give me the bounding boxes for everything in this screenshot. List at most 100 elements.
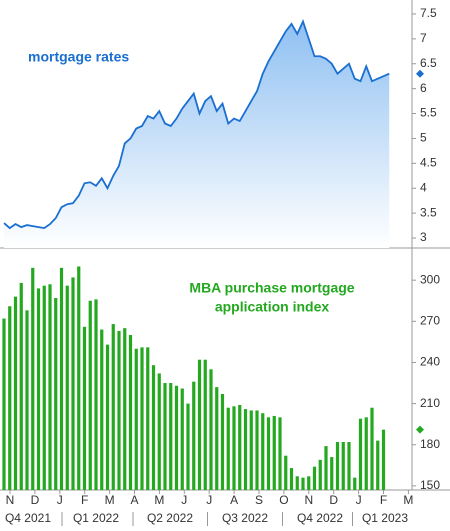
y-tick-label: 270 <box>420 313 440 327</box>
bar <box>364 417 368 490</box>
bar <box>19 282 23 490</box>
x-tick-label: A <box>230 493 238 507</box>
bar <box>77 266 81 490</box>
bar <box>169 383 173 490</box>
quarter-label: Q4 2022 <box>297 511 343 525</box>
bar <box>341 442 345 490</box>
y-tick-label: 6 <box>420 81 427 95</box>
bar <box>31 267 35 490</box>
bar <box>163 383 167 490</box>
bar <box>88 300 92 490</box>
bar <box>358 418 363 490</box>
x-tick-label: M <box>154 493 164 507</box>
bar <box>151 365 156 490</box>
bar <box>243 409 248 490</box>
x-tick-label: A <box>130 493 138 507</box>
bar <box>370 407 374 490</box>
y-tick-label: 5.5 <box>420 106 437 120</box>
x-tick-label: S <box>255 493 263 507</box>
bar <box>105 344 110 490</box>
bar <box>209 369 213 490</box>
bar <box>146 347 150 490</box>
y-tick-label: 7 <box>420 31 427 45</box>
bar <box>249 410 253 490</box>
bar <box>8 306 12 490</box>
annotation: MBA purchase mortgage <box>189 280 354 296</box>
bar <box>255 410 259 490</box>
bar <box>284 455 288 490</box>
bar <box>128 335 133 490</box>
bar <box>180 388 184 490</box>
y-tick-label: 3.5 <box>420 205 437 219</box>
bar <box>381 429 386 490</box>
bar <box>272 415 276 490</box>
y-tick-label: 3 <box>420 230 427 244</box>
y-tick-label: 5 <box>420 131 427 145</box>
quarter-label: Q1 2023 <box>362 511 408 525</box>
x-tick-label: J <box>181 493 187 507</box>
x-tick-label: D <box>31 493 40 507</box>
annotation: application index <box>215 299 330 315</box>
y-tick-label: 300 <box>420 272 440 286</box>
bar <box>238 404 242 490</box>
x-tick-label: O <box>279 493 288 507</box>
y-tick-label: 4 <box>420 180 427 194</box>
bar <box>278 417 282 490</box>
bar <box>174 385 179 490</box>
bar <box>192 381 196 490</box>
y-tick-label: 6.5 <box>420 56 437 70</box>
bar <box>232 406 236 490</box>
bar <box>42 285 46 490</box>
bar <box>226 407 230 490</box>
bar <box>54 298 58 490</box>
x-tick-label: D <box>329 493 338 507</box>
bar <box>301 477 305 490</box>
bar <box>295 476 299 490</box>
bar <box>13 296 18 490</box>
bar <box>2 318 6 490</box>
y-tick-label: 210 <box>420 396 440 410</box>
bar <box>186 403 190 490</box>
bar <box>157 373 161 490</box>
bar <box>48 284 52 490</box>
x-tick-label: J <box>356 493 362 507</box>
bar <box>312 466 317 490</box>
bar <box>59 267 64 490</box>
y-tick-label: 240 <box>420 355 440 369</box>
area-fill <box>4 21 390 248</box>
x-tick-label: N <box>6 493 15 507</box>
last-value-marker <box>416 69 424 78</box>
bar <box>215 387 219 490</box>
bar <box>324 446 328 490</box>
line <box>3 18 390 230</box>
bar <box>266 417 271 490</box>
bar <box>307 476 311 490</box>
quarter-label: Q4 2021 <box>5 511 51 525</box>
bar <box>82 326 87 490</box>
bar <box>353 477 357 490</box>
bar <box>347 442 351 490</box>
x-tick-label: M <box>105 493 115 507</box>
bar <box>140 347 144 490</box>
bar <box>111 324 115 490</box>
quarter-label: Q2 2022 <box>147 511 193 525</box>
bar <box>123 328 127 490</box>
bar <box>100 329 104 490</box>
last-value-marker <box>416 425 424 434</box>
quarter-label: Q3 2022 <box>222 511 268 525</box>
bar <box>36 288 41 490</box>
bar <box>318 459 322 490</box>
bar <box>94 299 98 490</box>
bar <box>65 285 69 490</box>
bar <box>330 457 334 490</box>
x-tick-label: F <box>380 493 387 507</box>
y-tick-label: 150 <box>420 478 440 492</box>
x-tick-label: N <box>304 493 313 507</box>
y-tick-label: 4.5 <box>420 156 437 170</box>
annotation: mortgage rates <box>28 49 129 65</box>
y-tick-label: 180 <box>420 437 440 451</box>
bar <box>25 310 29 490</box>
bar <box>71 277 75 490</box>
